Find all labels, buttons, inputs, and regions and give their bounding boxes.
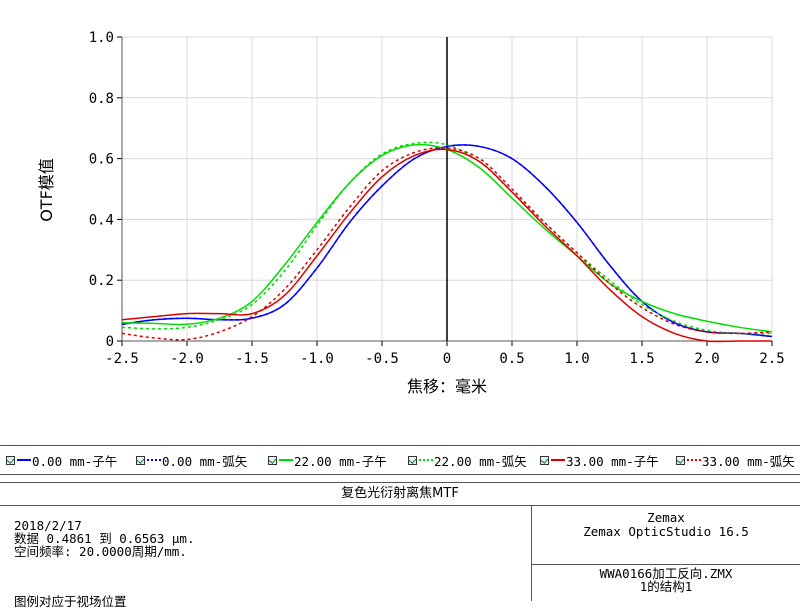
line-swatch-icon — [17, 459, 31, 461]
chart-series — [121, 141, 773, 343]
legend-item[interactable]: 0.00 mm-弧矢 — [136, 452, 248, 469]
checkbox-icon[interactable] — [676, 455, 685, 465]
chart-grid — [117, 36, 773, 346]
y-tick-label: 0.4 — [89, 212, 114, 228]
checkbox-icon[interactable] — [6, 455, 15, 465]
x-tick-label: -1.0 — [300, 351, 334, 367]
line-swatch-icon — [147, 459, 161, 461]
file-name-text: WWA0166加工反向.ZMX — [599, 566, 733, 581]
x-tick-label: -1.5 — [235, 351, 269, 367]
legend-note: 图例对应于视场位置 — [14, 594, 127, 609]
y-tick-labels: 0 0.2 0.4 0.6 0.8 1.0 — [89, 30, 114, 350]
x-tick-label: 1.5 — [629, 351, 654, 367]
y-tick-label: 0 — [106, 334, 114, 350]
legend-item[interactable]: 33.00 mm-弧矢 — [676, 452, 795, 469]
legend-label: 33.00 mm-子午 — [566, 453, 659, 469]
spatial-frequency-text: 空间频率: 20.0000周期/mm. — [14, 544, 187, 559]
legend: 0.00 mm-子午 0.00 mm-弧矢 22.00 mm-子午 22.00 mm-… — [0, 445, 800, 475]
vendor-text: Zemax — [647, 510, 685, 525]
software-info: Zemax Zemax OpticStudio 16.5 — [532, 505, 800, 565]
series-line — [121, 144, 773, 338]
x-tick-label: 2.0 — [694, 351, 719, 367]
wavelength-range-text: 数据 0.4861 到 0.6563 μm. — [14, 531, 195, 546]
x-tick-label: 0.5 — [499, 351, 524, 367]
legend-label: 0.00 mm-子午 — [32, 453, 118, 469]
product-text: Zemax OpticStudio 16.5 — [583, 524, 749, 539]
info-left-cell: 2018/2/17 数据 0.4861 到 0.6563 μm. 空间频率: 2… — [0, 505, 532, 609]
legend-item[interactable]: 33.00 mm-子午 — [540, 452, 659, 469]
legend-item[interactable]: 0.00 mm-子午 — [6, 452, 118, 469]
checkbox-icon[interactable] — [408, 455, 417, 465]
file-info: WWA0166加工反向.ZMX 1的结构1 — [532, 565, 800, 603]
line-swatch-icon — [419, 459, 433, 461]
x-tick-label: 1.0 — [564, 351, 589, 367]
series-line — [121, 148, 772, 343]
legend-label: 22.00 mm-子午 — [294, 453, 387, 469]
line-swatch-icon — [279, 459, 293, 461]
checkbox-icon[interactable] — [136, 455, 145, 465]
y-tick-label: 0.2 — [89, 273, 114, 289]
legend-label: 33.00 mm-弧矢 — [702, 453, 795, 469]
legend-item[interactable]: 22.00 mm-弧矢 — [408, 452, 527, 469]
info-box: 复色光衍射离焦MTF 2018/2/17 数据 0.4861 到 0.6563 … — [0, 482, 800, 609]
legend-label: 22.00 mm-弧矢 — [434, 453, 527, 469]
x-tick-label: 0 — [443, 351, 451, 367]
checkbox-icon[interactable] — [540, 455, 549, 465]
y-axis-title: OTF模值 — [37, 158, 56, 222]
legend-item[interactable]: 22.00 mm-子午 — [268, 452, 387, 469]
plot-title: 复色光衍射离焦MTF — [0, 483, 800, 506]
date-text: 2018/2/17 — [14, 518, 82, 533]
series-line — [121, 146, 773, 341]
x-axis-title: 焦移：毫米 — [407, 377, 487, 396]
series-line — [121, 141, 773, 335]
line-swatch-icon — [551, 459, 565, 461]
checkbox-icon[interactable] — [268, 455, 277, 465]
mtf-chart: -2.5 -2.0 -1.5 -1.0 -0.5 0 0.5 1.0 1.5 2.0 2.5 0 0.… — [37, 30, 785, 396]
x-tick-labels: -2.5 -2.0 -1.5 -1.0 -0.5 0 0.5 1.0 1.5 2.0 2.5 — [105, 351, 785, 367]
y-tick-label: 1.0 — [89, 30, 114, 46]
y-tick-label: 0.6 — [89, 152, 114, 168]
x-tick-label: -2.5 — [105, 351, 139, 367]
x-tick-label: -2.0 — [170, 351, 204, 367]
line-swatch-icon — [687, 459, 701, 461]
configuration-text: 1的结构1 — [639, 579, 693, 594]
x-tick-label: 2.5 — [759, 351, 784, 367]
x-tick-label: -0.5 — [365, 351, 399, 367]
legend-label: 0.00 mm-弧矢 — [162, 453, 248, 469]
y-tick-label: 0.8 — [89, 91, 114, 107]
